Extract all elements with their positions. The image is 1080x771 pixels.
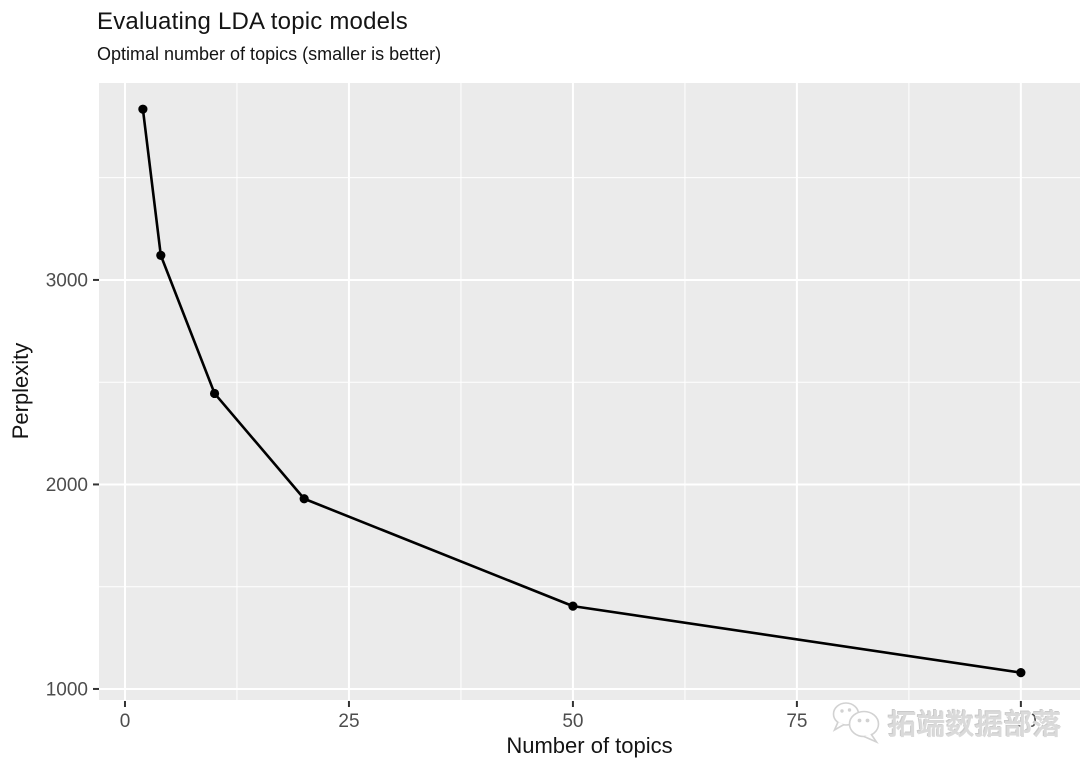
x-axis-title: Number of topics [506,733,673,758]
data-point [209,388,220,399]
data-point [138,104,148,114]
y-tick-label: 3000 [46,270,88,291]
y-tick-label: 2000 [46,475,88,496]
panel-background [99,83,1080,700]
y-axis-title: Perplexity [8,342,33,440]
perplexity-line [141,107,1023,674]
x-tick-label: 50 [562,711,583,732]
data-point [299,494,309,504]
watermark: 拓端数据部落 [831,699,1062,746]
data-point [1016,667,1026,678]
x-tick-label: 100 [1005,711,1037,732]
data-point [156,250,166,261]
chart-subtitle: Optimal number of topics (smaller is bet… [97,44,442,64]
chart-title: Evaluating LDA topic models [97,8,408,35]
y-tick-label: 1000 [46,679,88,700]
data-point [568,601,578,611]
watermark-text: 拓端数据部落 [888,708,1063,740]
wechat-icon [832,702,880,744]
x-tick-label: 0 [120,711,131,732]
x-tick-label: 75 [786,711,807,732]
x-tick-label: 25 [338,711,359,732]
